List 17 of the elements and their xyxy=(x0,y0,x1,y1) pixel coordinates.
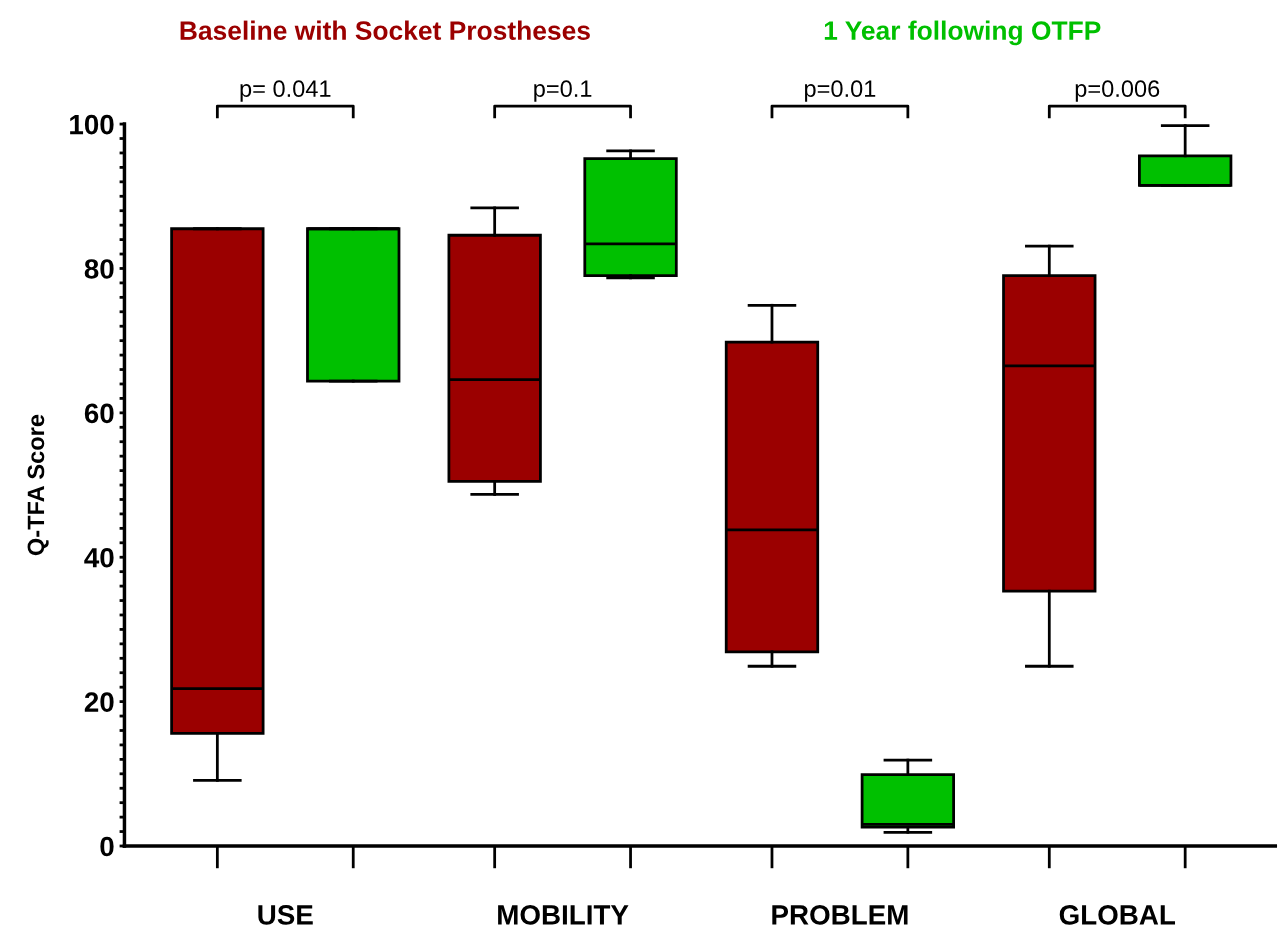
text: p=0.1 xyxy=(534,80,592,102)
y-tick-label: 20 xyxy=(84,692,114,712)
y-axis-title: Q-TFA Score xyxy=(27,414,49,556)
y-tick-label: 0 xyxy=(100,836,114,857)
y-tick-label: 40 xyxy=(84,547,114,568)
y-tick-label: 60 xyxy=(84,403,114,424)
text: p=0.006 xyxy=(1075,80,1160,102)
text: 1 Year following OTFP xyxy=(824,20,1101,46)
x-tick-label: MOBILITY xyxy=(498,905,629,925)
text: p= 0.041 xyxy=(240,80,331,102)
x-tick-label: USE xyxy=(258,905,313,925)
x-tick-label: PROBLEM xyxy=(772,905,908,925)
text: Baseline with Socket Prostheses xyxy=(180,20,590,40)
y-tick-label: 80 xyxy=(84,259,114,279)
y-tick-label: 100 xyxy=(70,114,114,135)
x-tick-label: GLOBAL xyxy=(1059,905,1176,925)
text: p=0.01 xyxy=(805,80,876,102)
